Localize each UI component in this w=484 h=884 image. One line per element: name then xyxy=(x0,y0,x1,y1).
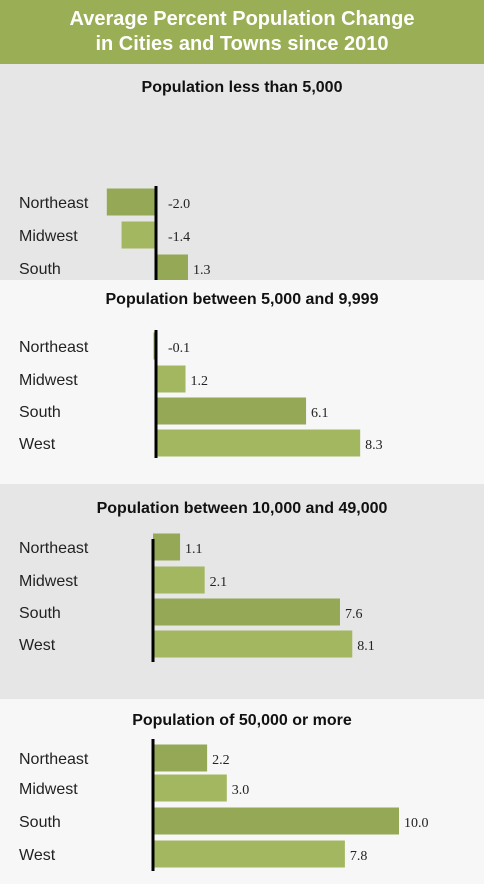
bar xyxy=(153,807,399,835)
category-label: West xyxy=(19,637,56,654)
category-label: Northeast xyxy=(19,339,89,356)
category-label: Northeast xyxy=(19,195,89,212)
value-label: -1.4 xyxy=(168,230,190,245)
panel-10000-49000: Population between 10,000 and 49,000 Nor… xyxy=(0,484,484,699)
value-label: 7.8 xyxy=(350,849,368,864)
value-label: 1.3 xyxy=(193,263,211,278)
bar xyxy=(153,774,227,802)
bar xyxy=(156,254,188,282)
bar xyxy=(153,566,205,594)
bar xyxy=(106,188,156,216)
category-label: West xyxy=(19,436,56,453)
value-label: 2.1 xyxy=(210,575,228,590)
bar-chart: Northeast 2.2 Midwest 3.0 South 10.0 West 7.8 xyxy=(19,739,429,871)
bar-chart: Northeast 1.1 Midwest 2.1 South 7.6 West 8.1 xyxy=(19,533,375,662)
bar xyxy=(153,630,353,658)
value-label: 7.6 xyxy=(345,607,363,622)
value-label: 10.0 xyxy=(404,816,429,831)
value-label: 8.3 xyxy=(365,438,383,453)
bar xyxy=(153,598,340,626)
value-label: 6.1 xyxy=(311,406,329,421)
bar xyxy=(121,221,156,249)
value-label: -2.0 xyxy=(168,197,190,212)
category-label: Northeast xyxy=(19,540,89,557)
category-label: Midwest xyxy=(19,573,78,590)
value-label: -0.1 xyxy=(168,341,190,356)
bar xyxy=(153,840,345,868)
panel-5000-9999: Population between 5,000 and 9,999 North… xyxy=(0,280,484,484)
category-label: West xyxy=(19,847,56,864)
header-title-line1: Average Percent Population Change xyxy=(69,8,415,30)
bar xyxy=(156,365,186,393)
chart-header: Average Percent Population Change in Cit… xyxy=(0,0,484,64)
bar xyxy=(156,429,361,457)
panel-under-5000: Population less than 5,000 Northeast -2.0… xyxy=(0,64,484,314)
bar xyxy=(153,533,181,561)
panel-title: Population less than 5,000 xyxy=(141,79,343,96)
bar xyxy=(156,397,307,425)
category-label: South xyxy=(19,404,61,421)
panel-50000-plus: Population of 50,000 or more Northeast 2.… xyxy=(0,699,484,884)
category-label: Midwest xyxy=(19,228,78,245)
header-title-line2: in Cities and Towns since 2010 xyxy=(95,33,389,55)
category-label: South xyxy=(19,261,61,278)
value-label: 3.0 xyxy=(232,783,250,798)
category-label: Midwest xyxy=(19,781,78,798)
panel-title: Population between 5,000 and 9,999 xyxy=(105,291,379,308)
category-label: South xyxy=(19,605,61,622)
value-label: 8.1 xyxy=(357,639,375,654)
panel-title: Population of 50,000 or more xyxy=(132,712,352,729)
category-label: South xyxy=(19,814,61,831)
value-label: 1.2 xyxy=(191,374,209,389)
panel-title: Population between 10,000 and 49,000 xyxy=(96,500,388,517)
bar xyxy=(153,744,208,772)
bar-chart: Northeast -0.1 Midwest 1.2 South 6.1 West 8.3 xyxy=(19,330,383,458)
category-label: Northeast xyxy=(19,751,89,768)
category-label: Midwest xyxy=(19,372,78,389)
value-label: 2.2 xyxy=(212,753,230,768)
value-label: 1.1 xyxy=(185,542,203,557)
